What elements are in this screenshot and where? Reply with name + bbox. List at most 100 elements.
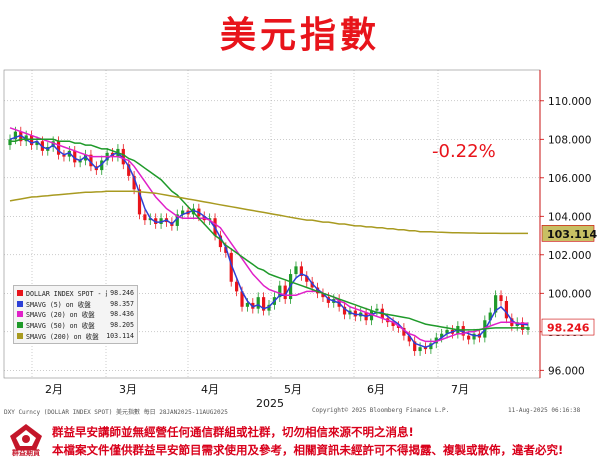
candle-body — [326, 297, 330, 303]
series-line — [9, 190, 528, 235]
y-tick-label: 108.000 — [548, 134, 591, 146]
candle-body — [294, 266, 298, 275]
legend-entry: SMAVG (20) on 收盤 98.436 — [17, 309, 134, 320]
sma200-price-tag-box — [541, 225, 595, 242]
candle-body — [429, 343, 433, 350]
legend-entry: SMAVG (50) on 收盤 98.205 — [17, 320, 134, 331]
candle-body — [315, 287, 320, 294]
last-price-tag-box — [541, 318, 595, 336]
candle-body — [305, 275, 309, 282]
candle-body — [472, 333, 476, 340]
candle-body — [19, 131, 23, 142]
legend-entry: DOLLAR INDEX SPOT - 最新價98.246 — [17, 288, 134, 299]
candle-body — [159, 218, 163, 224]
candle-body — [283, 285, 287, 300]
footer-source: DXY Curncy (DOLLAR INDEX SPOT) 美元指數 每日 2… — [4, 409, 228, 416]
change-percent-label: -0.22% — [432, 141, 496, 162]
candle-body — [62, 154, 66, 157]
legend-name: SMAVG (20) on 收盤 — [26, 311, 95, 320]
candle-body — [181, 210, 185, 215]
candle-body — [73, 150, 77, 163]
candle-body — [256, 297, 260, 309]
candle-body — [353, 310, 357, 317]
candle-body — [391, 322, 395, 327]
logo-text: 群益期貨 — [12, 449, 40, 457]
legend-name: DOLLAR INDEX SPOT - 最新價 — [26, 290, 107, 299]
candle-body — [218, 235, 223, 248]
candle-body — [321, 293, 325, 298]
legend-value: 98.436 — [110, 310, 134, 319]
x-tick-label: 6月 — [367, 383, 385, 396]
candle-body — [423, 347, 428, 350]
series-line — [9, 134, 529, 348]
legend-name: SMAVG (200) on 收盤 — [26, 332, 99, 341]
sma200-price-tag: 103.114 — [547, 228, 597, 241]
candle-body — [13, 131, 17, 140]
candle-body — [494, 295, 498, 313]
candle-body — [29, 135, 34, 146]
legend-value: 98.357 — [110, 299, 134, 308]
y-tick-label: 104.000 — [548, 211, 591, 223]
x-tick-label: 7月 — [451, 383, 469, 396]
candle-body — [461, 326, 465, 336]
x-tick-label: 5月 — [284, 383, 302, 396]
candle-body — [148, 218, 152, 221]
legend-value: 98.205 — [110, 321, 134, 330]
candle-body — [240, 291, 244, 307]
candle-body — [445, 329, 449, 334]
candle-body — [78, 160, 82, 163]
disclaimer-line-1: 群益早安講師並無經營任何通信群組或社群，切勿相信來源不明之消息! — [52, 425, 414, 439]
candle-body — [499, 295, 503, 301]
candle-body — [467, 335, 471, 340]
x-tick-label: 4月 — [201, 383, 219, 396]
candle-body — [137, 189, 142, 215]
legend-swatch — [17, 300, 23, 307]
candle-body — [121, 148, 125, 165]
page-title: 美元指數 — [219, 15, 380, 56]
price-chart: 96.00098.000100.000102.000104.000106.000… — [3, 69, 597, 408]
x-tick-label: 2月 — [45, 383, 63, 396]
candle-body — [521, 322, 525, 330]
candle-body — [375, 308, 379, 311]
footer-timestamp: 11-Aug-2025 06:16:38 — [508, 407, 581, 414]
candle-body — [100, 160, 104, 171]
candle-body — [407, 335, 411, 342]
candle-body — [24, 135, 28, 142]
candle-body — [8, 139, 12, 146]
footer-copyright: Copyright© 2025 Bloomberg Finance L.P. — [312, 407, 450, 414]
candle-body — [369, 310, 374, 321]
legend-name: SMAVG (5) on 收盤 — [26, 300, 91, 309]
legend-value: 103.114 — [106, 331, 134, 340]
candle-body — [35, 141, 39, 146]
x-axis-year-label: 2025 — [256, 397, 284, 408]
y-tick-label: 96.000 — [548, 365, 585, 377]
candle-body — [89, 154, 93, 167]
legend-value: 98.246 — [110, 289, 134, 298]
candle-body — [56, 141, 61, 155]
candle-body — [235, 281, 239, 292]
disclaimer-banner: 群益期貨 群益早安講師並無經營任何通信群組或社群，切勿相信來源不明之消息! 本檔… — [0, 418, 600, 464]
candle-body — [504, 301, 509, 319]
candle-body — [488, 312, 492, 321]
legend-swatch — [17, 290, 23, 297]
candle-body — [267, 304, 271, 311]
candle-body — [143, 214, 147, 221]
candle-body — [262, 297, 266, 311]
legend-swatch — [17, 322, 23, 329]
legend-name: SMAVG (50) on 收盤 — [26, 322, 95, 331]
disclaimer-line-2: 本檔案文件僅供群益早安節目需求使用及參考，相關資訊未經許可不得揭露、複製或散佈，… — [52, 443, 564, 457]
legend-entry: SMAVG (200) on 收盤 103.114 — [17, 330, 134, 341]
legend-entry: SMAVG (5) on 收盤 98.357 — [17, 299, 134, 310]
x-tick-label: 3月 — [119, 383, 137, 396]
candle-body — [224, 247, 228, 253]
candle-body — [440, 333, 444, 338]
candle-body — [278, 285, 282, 298]
candle-body — [342, 306, 347, 315]
candle-body — [132, 175, 136, 190]
candle-body — [175, 214, 179, 226]
candle-body — [413, 341, 417, 352]
y-tick-label: 102.000 — [548, 250, 591, 262]
candle-body — [245, 302, 250, 307]
legend-swatch — [17, 332, 23, 339]
